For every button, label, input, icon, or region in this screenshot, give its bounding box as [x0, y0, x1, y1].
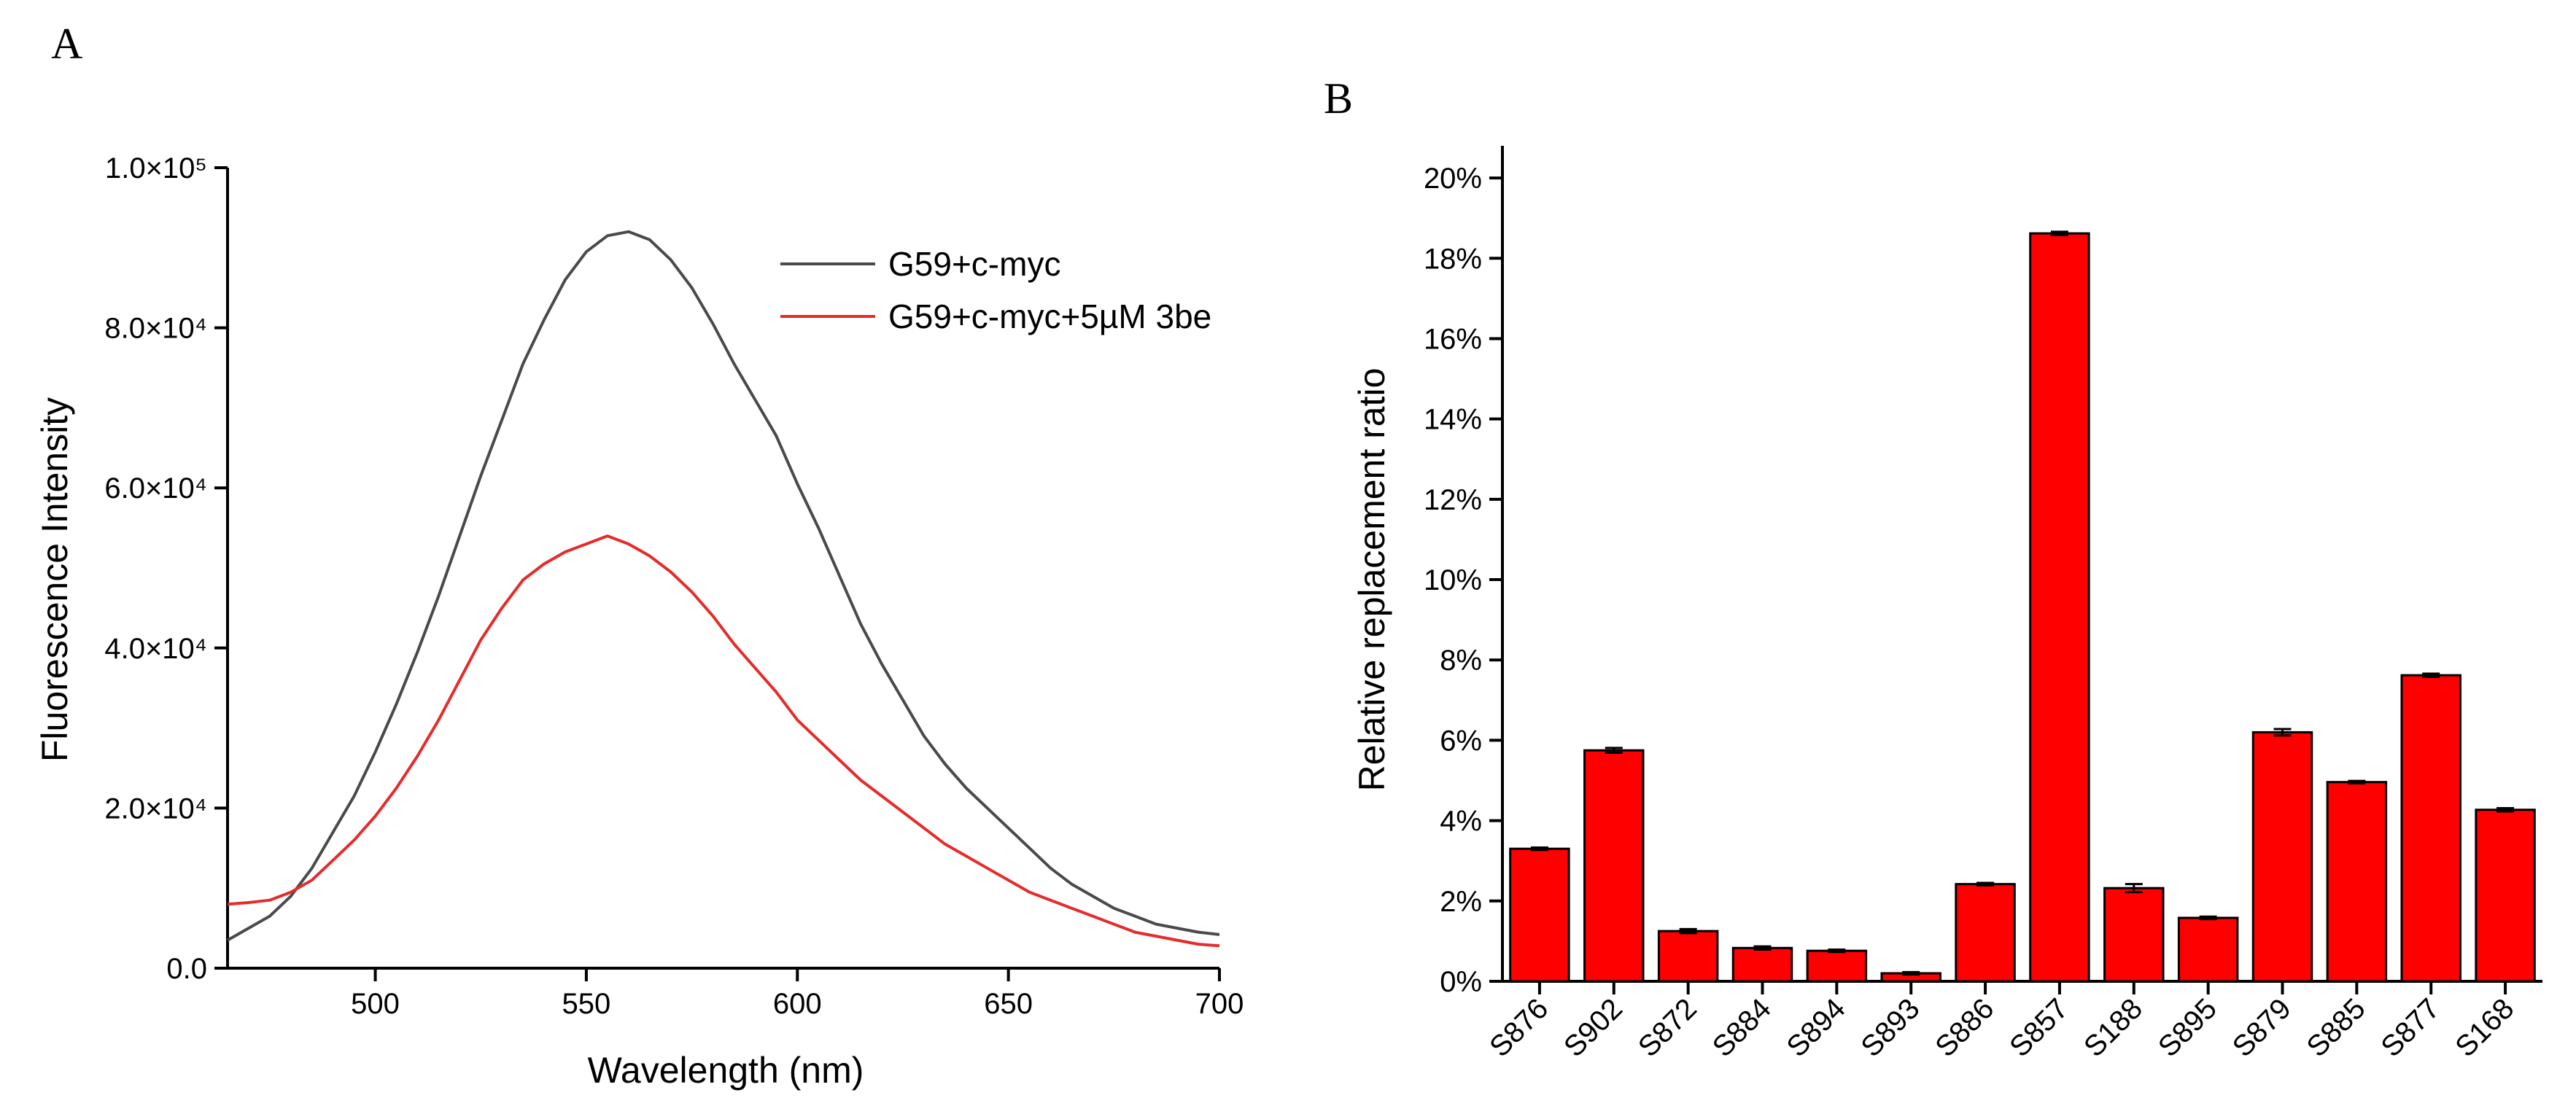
chart-a-legend-label-1: G59+c-myc	[888, 245, 1060, 283]
chart-b-y-tick-label: 6%	[1440, 725, 1482, 757]
chart-b-bar-S885	[2326, 781, 2388, 983]
chart-a-fluorescence-spectrum: 500 550 600 650 700 0.0 2.0×10⁴ 4.0×10⁴ 6.0×10⁴ 8…	[34, 152, 1244, 1091]
chart-a-x-tick-label: 600	[773, 988, 822, 1020]
chart-b-bar-S895	[2177, 916, 2239, 983]
chart-b-bar-S886	[1955, 883, 2016, 983]
chart-b-x-tick-label: S876	[1483, 992, 1554, 1063]
chart-a-series-line-1	[227, 230, 1220, 942]
chart-b-x-tick-label: S902	[1558, 992, 1629, 1063]
chart-b-x-tick-label: S188	[2078, 992, 2149, 1063]
chart-b-x-tick-label: S885	[2301, 992, 2372, 1063]
chart-b-bar-S877	[2400, 674, 2461, 983]
chart-a-y-tick-label: 1.0×10⁵	[105, 152, 207, 184]
chart-b-x-tick-label: S884	[1707, 992, 1777, 1063]
chart-a-legend: G59+c-myc G59+c-myc+5µM 3be	[780, 245, 1211, 335]
chart-a-series-line-2	[227, 534, 1220, 948]
chart-b-y-tick-label: 16%	[1424, 323, 1482, 355]
chart-a-y-tick-label: 8.0×10⁴	[104, 313, 207, 345]
chart-a-x-tick-label: 700	[1195, 988, 1244, 1020]
chart-b-x-tick-label: S872	[1632, 992, 1703, 1063]
chart-a-y-tick-label: 0.0	[166, 953, 207, 985]
chart-b-y-tick-label: 18%	[1424, 243, 1482, 275]
chart-b-y-tick-label: 2%	[1440, 886, 1482, 918]
chart-b-bar-S857	[2029, 232, 2090, 983]
chart-a-axis-lines	[226, 168, 1219, 970]
chart-b-x-tick-label: S857	[2003, 992, 2074, 1063]
chart-b-x-tick-label: S879	[2227, 992, 2297, 1063]
chart-a-x-tick-label: 500	[351, 988, 400, 1020]
chart-a-legend-label-2: G59+c-myc+5µM 3be	[888, 297, 1211, 335]
chart-b-bar-S894	[1806, 949, 1868, 983]
chart-b-y-tick-label: 0%	[1440, 966, 1482, 998]
chart-b-bar-S879	[2251, 731, 2313, 983]
chart-b-y-tick-label: 4%	[1440, 806, 1482, 838]
chart-b-y-tick-label: 10%	[1424, 564, 1482, 596]
chart-b-bar-S188	[2103, 887, 2165, 983]
chart-b-y-tick-label: 20%	[1424, 163, 1482, 195]
chart-b-y-tick-label: 12%	[1424, 484, 1482, 516]
chart-a-y-tick-label: 4.0×10⁴	[104, 633, 207, 665]
chart-b-x-tick-label: S893	[1855, 992, 1925, 1063]
chart-a-series	[227, 230, 1220, 948]
chart-b-x-tick-label: S877	[2375, 992, 2445, 1063]
chart-a-ticks: 500 550 600 650 700 0.0 2.0×10⁴ 4.0×10⁴ 6.0×10⁴ 8…	[104, 152, 1244, 1020]
chart-b-y-tick-label: 8%	[1440, 644, 1482, 677]
chart-a-y-tick-label: 2.0×10⁴	[104, 792, 207, 825]
chart-b-bar-S884	[1731, 946, 1793, 983]
chart-b-bar-S902	[1583, 749, 1645, 983]
panel-a-letter: A	[51, 20, 82, 68]
chart-b-bar-S872	[1657, 930, 1719, 983]
chart-a-x-tick-label: 550	[562, 988, 611, 1020]
chart-b-y-tick-label: 14%	[1424, 404, 1482, 436]
chart-a-y-axis-title: Fluorescence Intensity	[34, 397, 75, 762]
chart-b-x-tick-label: S886	[1929, 992, 2000, 1063]
chart-b-x-tick-label: S168	[2449, 992, 2520, 1063]
panel-b-letter: B	[1324, 74, 1353, 122]
chart-a-axes	[226, 168, 1219, 970]
chart-b-x-tick-label: S894	[1781, 992, 1852, 1063]
chart-b-replacement-ratio: 0% 2% 4% 6% 8% 10% 12% 14% 16% 18% 20% S876 S902 S872…	[1351, 146, 2542, 1063]
chart-a-x-tick-label: 650	[984, 988, 1033, 1020]
chart-b-x-tick-label: S895	[2152, 992, 2223, 1063]
chart-b-bar-S168	[2475, 809, 2536, 983]
chart-b-y-axis-title: Relative replacement ratio	[1351, 368, 1392, 792]
chart-b-bar-S876	[1509, 847, 1570, 983]
chart-a-y-tick-label: 6.0×10⁴	[104, 472, 207, 505]
chart-a-x-axis-title: Wavelength (nm)	[588, 1050, 864, 1091]
chart-b-bars	[1509, 230, 2536, 983]
